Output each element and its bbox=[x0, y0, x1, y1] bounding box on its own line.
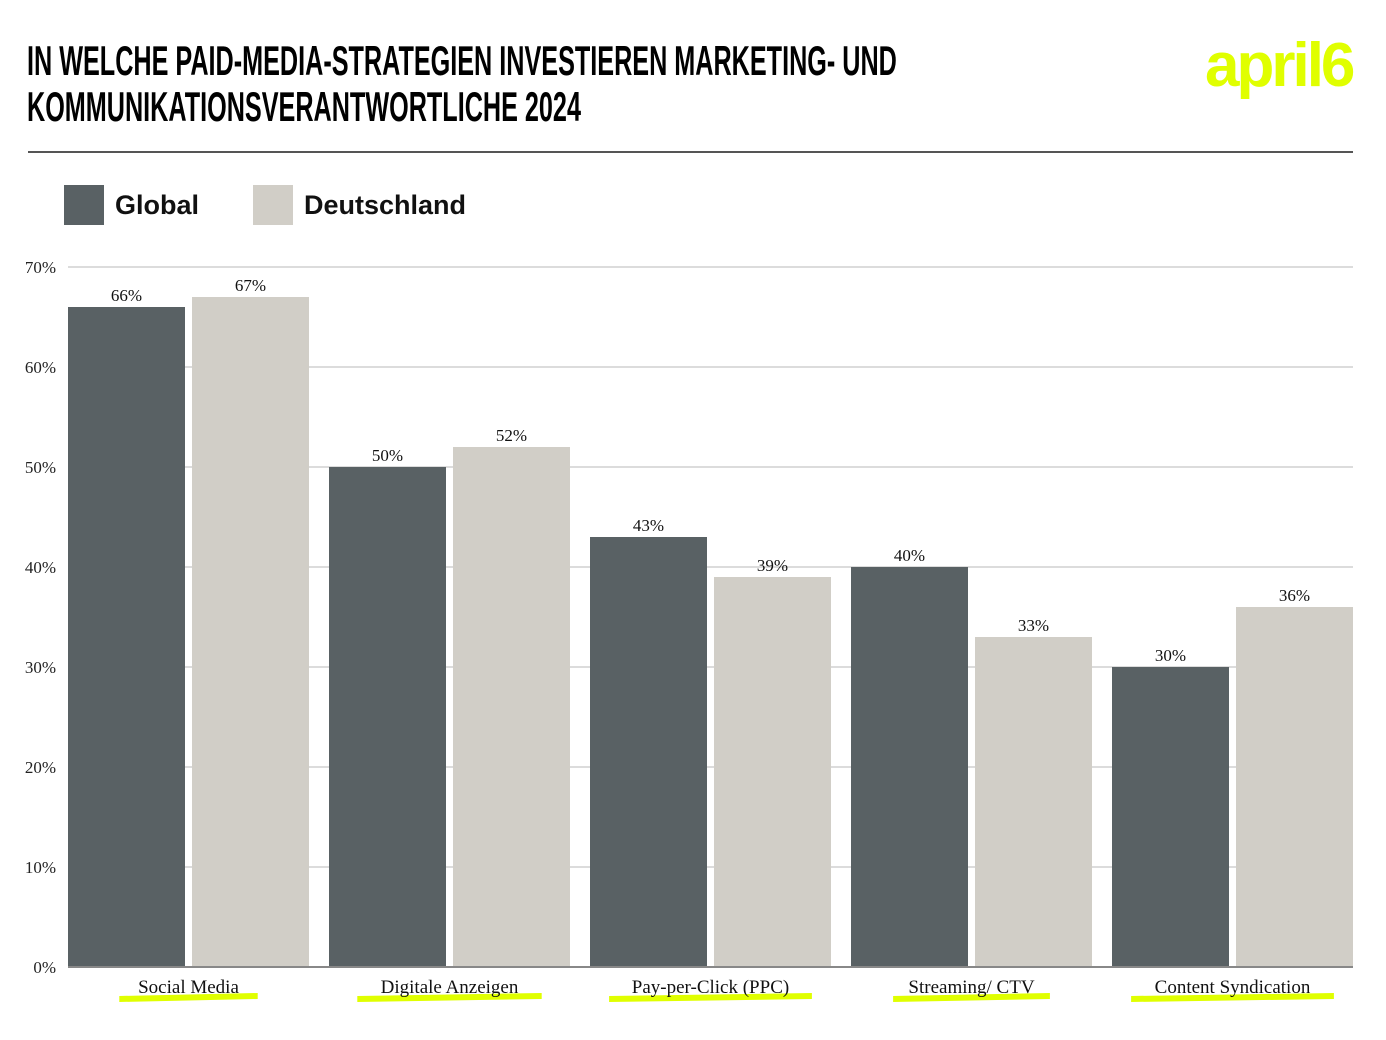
legend-item-deutschland: Deutschland bbox=[253, 185, 466, 225]
data-label: 36% bbox=[1279, 586, 1310, 605]
data-label: 67% bbox=[235, 276, 266, 295]
bar-deutschland bbox=[714, 577, 831, 967]
bar-global bbox=[1112, 667, 1229, 967]
y-tick-label: 60% bbox=[25, 358, 56, 377]
y-tick-label: 10% bbox=[25, 858, 56, 877]
x-category-label: Streaming/ CTV bbox=[908, 977, 1034, 998]
y-tick-label: 70% bbox=[25, 258, 56, 277]
legend-swatch-deutschland bbox=[253, 185, 293, 225]
category-highlight bbox=[609, 993, 812, 1002]
y-tick-label: 50% bbox=[25, 458, 56, 477]
x-category-label: Content Syndication bbox=[1155, 977, 1311, 998]
legend-label-deutschland: Deutschland bbox=[304, 189, 467, 220]
category-highlight bbox=[1131, 993, 1334, 1002]
bar-deutschland bbox=[1236, 607, 1353, 967]
bar-deutschland bbox=[192, 297, 309, 967]
title-line-1: IN WELCHE PAID-MEDIA-STRATEGIEN INVESTIE… bbox=[27, 37, 897, 84]
data-label: 52% bbox=[496, 426, 527, 445]
y-tick-label: 40% bbox=[25, 558, 56, 577]
x-category-label: Digitale Anzeigen bbox=[381, 977, 519, 998]
data-label: 33% bbox=[1018, 616, 1049, 635]
bar-global bbox=[590, 537, 707, 967]
category-highlight bbox=[119, 993, 258, 1002]
data-label: 39% bbox=[757, 556, 788, 575]
data-label: 30% bbox=[1155, 646, 1186, 665]
y-tick-label: 30% bbox=[25, 658, 56, 677]
bar-global bbox=[329, 467, 446, 967]
x-category-label: Pay-per-Click (PPC) bbox=[632, 977, 789, 998]
x-category-label: Social Media bbox=[138, 977, 239, 998]
title-divider bbox=[28, 151, 1353, 153]
bar-deutschland bbox=[975, 637, 1092, 967]
y-tick-label: 20% bbox=[25, 758, 56, 777]
category-highlight bbox=[893, 993, 1050, 1002]
bar-deutschland bbox=[453, 447, 570, 967]
bar-global bbox=[851, 567, 968, 967]
april6-logo: april6 bbox=[1205, 31, 1355, 100]
legend-swatch-global bbox=[64, 185, 104, 225]
data-label: 66% bbox=[111, 286, 142, 305]
y-tick-label: 0% bbox=[33, 958, 56, 977]
legend-label-global: Global bbox=[115, 189, 200, 220]
title-line-2: KOMMUNIKATIONSVERANTWORTLICHE 2024 bbox=[27, 83, 581, 130]
data-label: 43% bbox=[633, 516, 664, 535]
bar-global bbox=[68, 307, 185, 967]
data-label: 40% bbox=[894, 546, 925, 565]
category-highlight bbox=[357, 993, 542, 1002]
data-label: 50% bbox=[372, 446, 403, 465]
legend-item-global: Global bbox=[64, 185, 199, 225]
chart-title: IN WELCHE PAID-MEDIA-STRATEGIEN INVESTIE… bbox=[27, 38, 897, 130]
